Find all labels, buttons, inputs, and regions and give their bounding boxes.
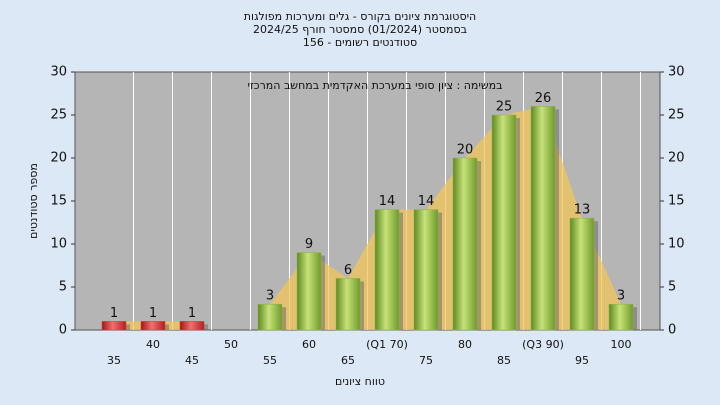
- y-tick-label: 10: [50, 237, 67, 252]
- bar: [569, 217, 595, 331]
- chart-subtitle: סטודנטים רשומים - 156: [303, 36, 417, 49]
- data-label: 1: [110, 306, 118, 321]
- data-label: 26: [535, 91, 552, 106]
- x-tick-label: 85: [497, 354, 511, 367]
- y2-tick-label: 10: [668, 237, 685, 252]
- x-tick-label: 80: [458, 338, 472, 351]
- y2-tick-label: 0: [668, 323, 676, 338]
- bar: [413, 209, 439, 331]
- bar: [296, 252, 322, 331]
- y-tick-label: 0: [59, 323, 67, 338]
- data-label: 25: [496, 100, 513, 115]
- y-axis-label: מספר סטודנטים: [27, 163, 40, 239]
- y-tick-label: 25: [50, 108, 67, 123]
- x-tick-label: 65: [341, 354, 355, 367]
- x-tick-label: 60: [302, 338, 316, 351]
- x-tick-label: 100: [611, 338, 632, 351]
- bar: [140, 321, 166, 331]
- bar: [374, 209, 400, 331]
- bar: [491, 114, 517, 331]
- data-label: 3: [266, 289, 274, 304]
- data-label: 14: [379, 194, 396, 209]
- chart-subtitle: בסמסטר (01/2024) סמסטר חורף 2024/25: [253, 23, 467, 36]
- y2-tick-label: 5: [668, 280, 676, 295]
- x-tick-label: 95: [575, 354, 589, 367]
- bar: [452, 157, 478, 331]
- x-tick-label: 45: [185, 354, 199, 367]
- y-tick-label: 5: [59, 280, 67, 295]
- data-label: 14: [418, 194, 435, 209]
- x-tick-label: (Q3 90): [522, 338, 564, 351]
- data-label: 1: [149, 306, 157, 321]
- bar: [179, 321, 205, 331]
- x-tick-label: 55: [263, 354, 277, 367]
- y-tick-label: 30: [50, 65, 67, 80]
- annotation: במשימה : ציון סופי במערכת האקדמית במחשב …: [248, 79, 503, 92]
- x-tick-label: (Q1 70): [366, 338, 408, 351]
- data-label: 20: [457, 143, 474, 158]
- x-tick-label: 35: [107, 354, 121, 367]
- bar: [608, 303, 634, 331]
- x-tick-label: 40: [146, 338, 160, 351]
- bar: [101, 321, 127, 331]
- data-label: 1: [188, 306, 196, 321]
- data-label: 9: [305, 237, 313, 252]
- x-axis-label: טווח ציונים: [335, 375, 385, 388]
- y2-tick-label: 20: [668, 151, 685, 166]
- y2-tick-label: 15: [668, 194, 685, 209]
- y-tick-label: 20: [50, 151, 67, 166]
- x-tick-label: 75: [419, 354, 433, 367]
- data-label: 13: [574, 203, 591, 218]
- y2-tick-label: 30: [668, 65, 685, 80]
- y2-tick-label: 25: [668, 108, 685, 123]
- data-label: 3: [617, 289, 625, 304]
- x-tick-label: 50: [224, 338, 238, 351]
- bar: [257, 303, 283, 331]
- bar: [530, 106, 556, 331]
- bar: [335, 278, 361, 331]
- data-label: 6: [344, 263, 352, 278]
- chart-title: היסטוגרמת ציונים בקורס - גלים ומערכות מפ…: [244, 10, 476, 23]
- y-tick-label: 15: [50, 194, 67, 209]
